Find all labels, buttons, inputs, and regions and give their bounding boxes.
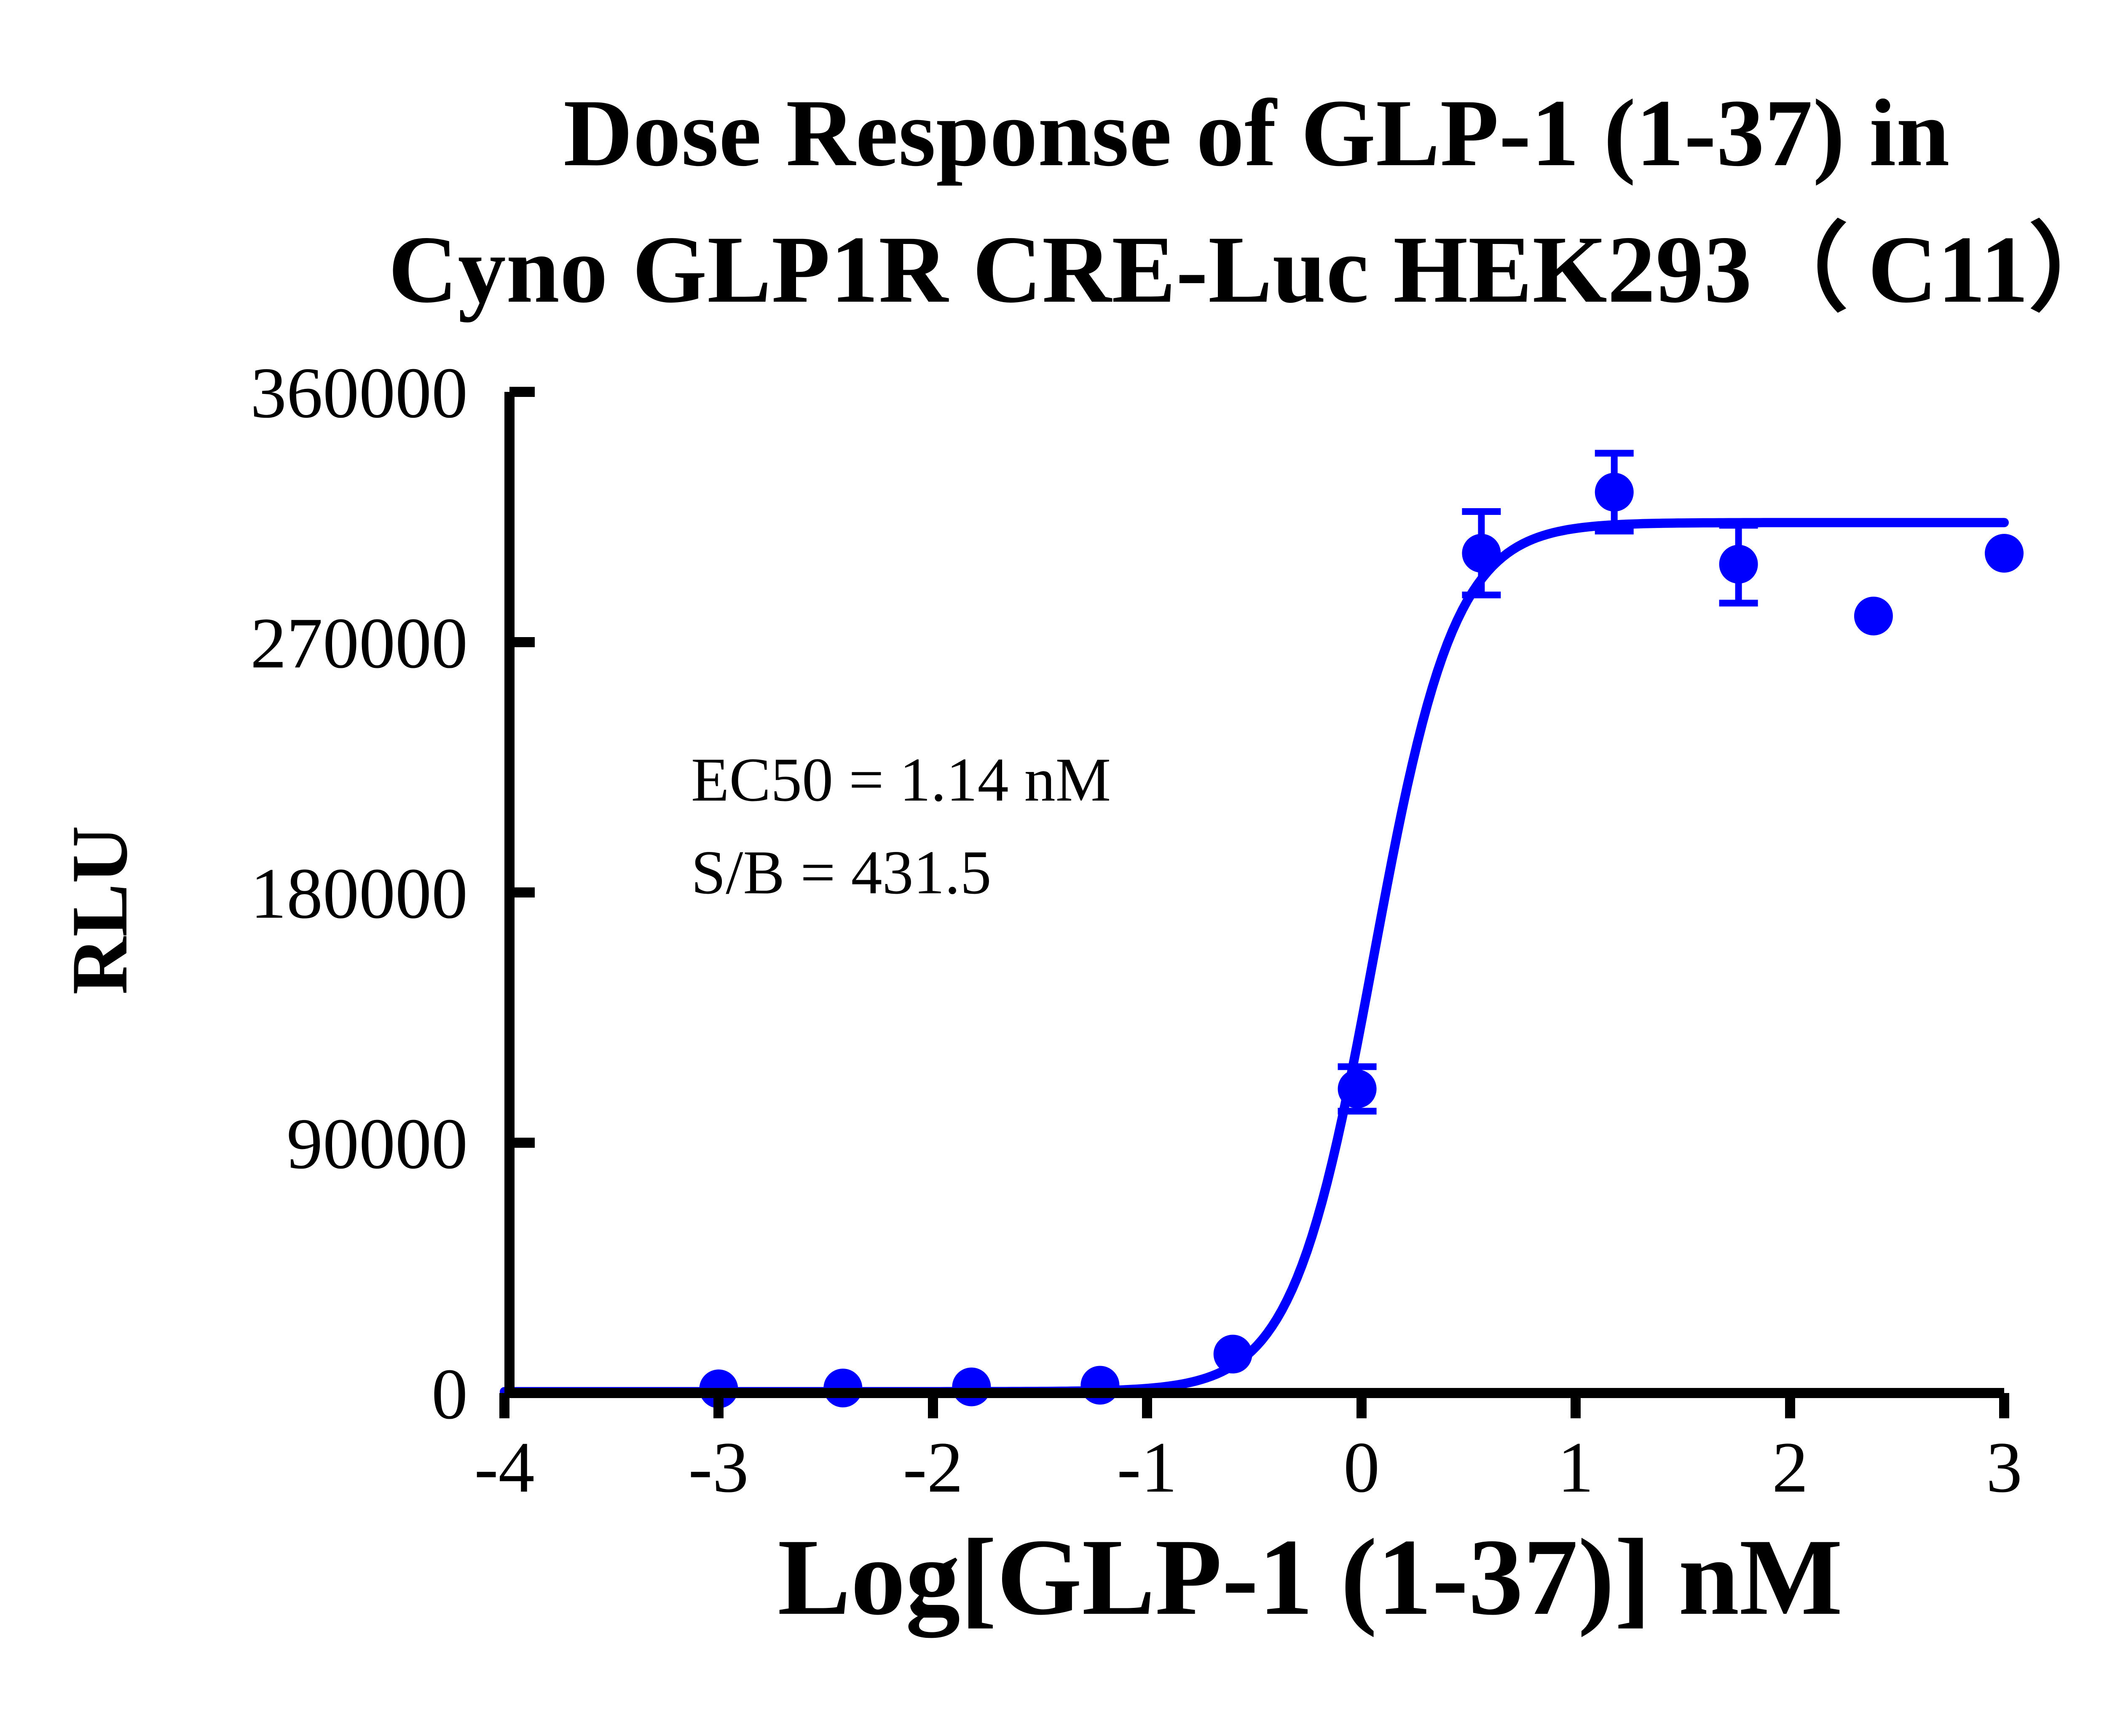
svg-text:-3: -3 [688,1428,748,1508]
svg-text:180000: 180000 [250,854,468,934]
svg-text:RLU: RLU [56,825,144,994]
svg-text:3: 3 [1986,1428,2022,1508]
svg-text:EC50 = 1.14 nM: EC50 = 1.14 nM [691,745,1111,814]
svg-text:-4: -4 [474,1428,534,1508]
svg-text:-1: -1 [1117,1428,1177,1508]
svg-text:Log[GLP-1 (1-37)] nM: Log[GLP-1 (1-37)] nM [777,1516,1842,1640]
svg-text:0: 0 [1343,1428,1380,1508]
svg-text:S/B = 431.5: S/B = 431.5 [691,838,992,907]
svg-text:1: 1 [1557,1428,1594,1508]
svg-text:360000: 360000 [250,353,468,433]
svg-text:2: 2 [1772,1428,1808,1508]
svg-text:0: 0 [432,1354,468,1434]
svg-text:90000: 90000 [287,1104,468,1184]
svg-text:270000: 270000 [250,603,468,683]
svg-text:-2: -2 [903,1428,963,1508]
